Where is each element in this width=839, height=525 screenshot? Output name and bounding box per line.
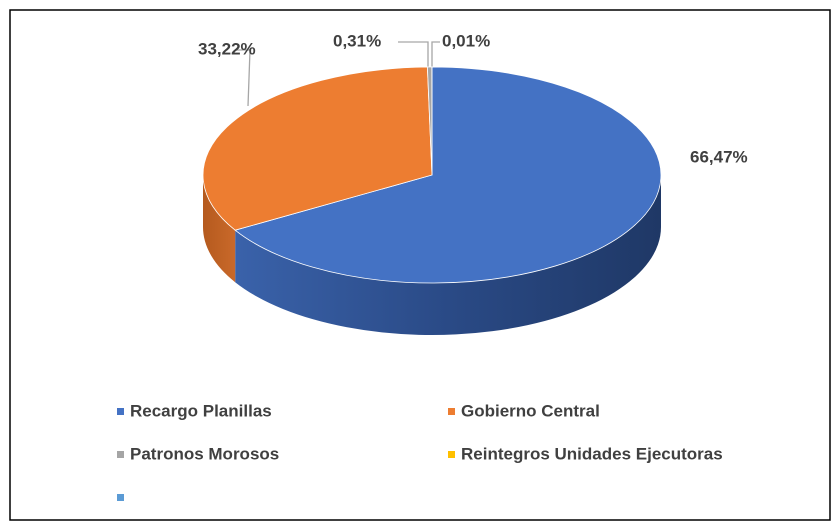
data-label: 33,22%: [198, 39, 256, 58]
legend-label: Patronos Morosos: [130, 444, 279, 463]
slice: [202, 66, 433, 231]
slice-side: [235, 175, 662, 335]
leader-line: [398, 41, 429, 68]
legend-marker: [117, 408, 124, 415]
data-label: 0,31%: [333, 31, 381, 50]
slice: [234, 66, 662, 284]
data-label: 66,47%: [690, 147, 748, 166]
legend-marker: [117, 451, 124, 458]
legend-label: Gobierno Central: [461, 401, 600, 420]
legend-marker: [448, 451, 455, 458]
leader-line: [236, 49, 251, 107]
legend-marker: [117, 494, 124, 501]
slice-side: [203, 175, 236, 283]
leader-line: [431, 41, 440, 68]
data-label: 0,01%: [442, 31, 490, 50]
legend-label: Reintegros Unidades Ejecutoras: [461, 444, 723, 463]
legend-marker: [448, 408, 455, 415]
legend-label: Recargo Planillas: [130, 401, 272, 420]
